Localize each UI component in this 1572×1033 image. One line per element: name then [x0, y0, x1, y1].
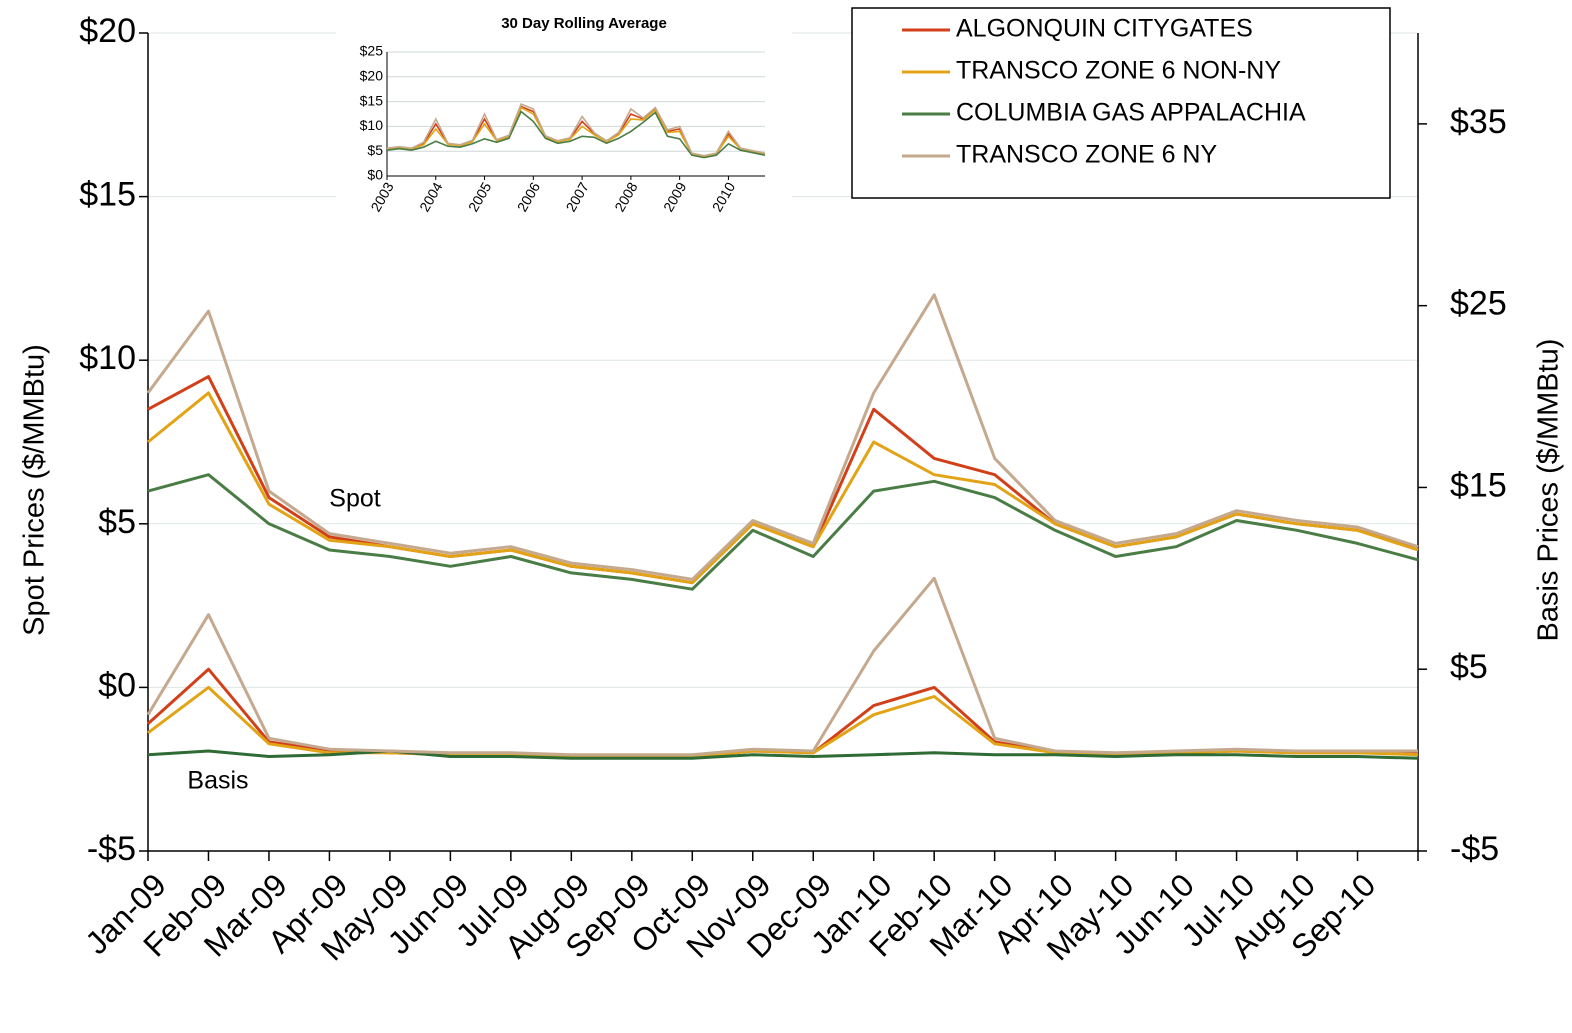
basis-line — [146, 667, 1418, 758]
inset-background — [336, 8, 792, 256]
basis-line — [147, 749, 1419, 760]
y-tick-label: $0 — [98, 666, 136, 704]
annotation: Spot — [329, 485, 380, 513]
y-tick-label: $20 — [79, 12, 136, 50]
y2-tick-label: $15 — [1450, 466, 1507, 504]
legend-label: COLUMBIA GAS APPALACHIA — [956, 99, 1306, 127]
y2-tick-label: $35 — [1450, 103, 1507, 141]
inset-title: 30 Day Rolling Average — [501, 15, 667, 32]
inset-y-tick-label: $10 — [360, 117, 384, 133]
y-tick-label: $5 — [98, 503, 136, 541]
spot-line — [147, 473, 1419, 591]
legend-box — [851, 7, 1391, 199]
y2-tick-label: -$5 — [1450, 830, 1499, 868]
inset-y-tick-label: $5 — [367, 142, 383, 158]
inset-line — [386, 103, 766, 157]
y2-tick-label: $25 — [1450, 285, 1507, 323]
inset-line — [386, 106, 766, 158]
inset-y-tick-label: $15 — [360, 92, 384, 108]
annotation: Basis — [187, 767, 248, 795]
basis-line — [147, 685, 1419, 758]
inset-y-tick-label: $25 — [360, 43, 384, 59]
spot-line — [147, 391, 1419, 585]
y-axis-label: Spot Prices ($/MMBtu) — [19, 344, 51, 636]
inset-line — [386, 110, 766, 159]
inset-y-tick-label: $20 — [360, 68, 384, 84]
legend-label: TRANSCO ZONE 6 NON-NY — [956, 57, 1281, 85]
y2-tick-label: $5 — [1450, 648, 1488, 686]
legend-label: TRANSCO ZONE 6 NY — [956, 141, 1217, 169]
y-tick-label: $15 — [79, 176, 136, 214]
y-tick-label: -$5 — [87, 830, 136, 868]
legend-label: ALGONQUIN CITYGATES — [956, 15, 1253, 43]
inset-y-tick-label: $0 — [367, 167, 383, 183]
spot-line — [146, 293, 1419, 581]
basis-line — [146, 576, 1418, 757]
y-tick-label: $10 — [79, 339, 136, 377]
y2-axis-label: Basis Prices ($/MMBtu) — [1533, 339, 1565, 642]
